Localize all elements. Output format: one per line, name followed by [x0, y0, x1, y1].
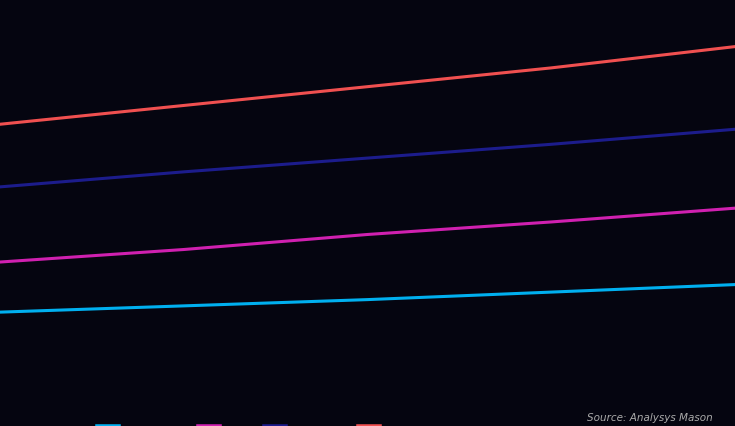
Text: Source: Analysys Mason: Source: Analysys Mason — [587, 412, 713, 422]
Legend: Australia, UK, Canada, USA: Australia, UK, Canada, USA — [94, 418, 410, 426]
